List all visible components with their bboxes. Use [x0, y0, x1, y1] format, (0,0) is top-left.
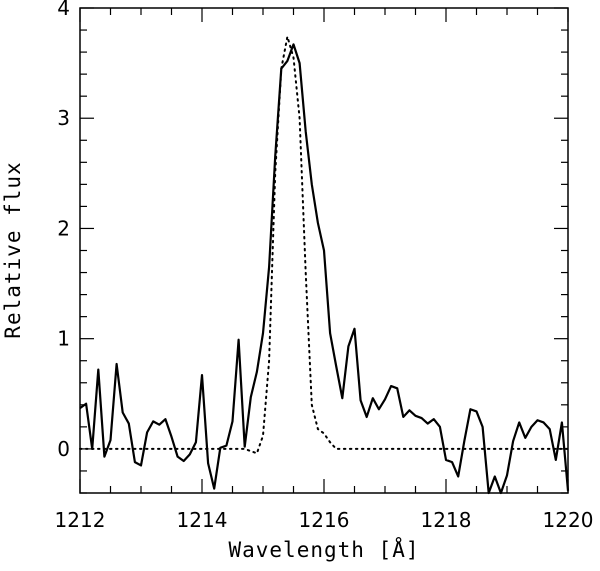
x-tick-label: 1212	[55, 508, 106, 532]
y-tick-label: 2	[57, 216, 70, 240]
series-layer	[79, 35, 570, 495]
x-tick-label: 1218	[421, 508, 472, 532]
observed-spectrum-line	[79, 43, 570, 495]
axis-ticks	[79, 7, 569, 494]
x-tick-label: 1214	[177, 508, 228, 532]
y-tick-label: 4	[57, 0, 70, 20]
y-tick-label: 3	[57, 106, 70, 130]
x-tick-label: 1216	[299, 508, 350, 532]
y-axis-label: Relative flux	[1, 161, 25, 338]
x-tick-label: 1220	[543, 508, 594, 532]
tick-labels: 1212 1214 1216 1218 1220 0 1 2 3 4	[55, 0, 594, 532]
model-profile-line	[79, 35, 569, 455]
y-tick-label: 0	[57, 437, 70, 461]
y-tick-label: 1	[57, 327, 70, 351]
x-axis-label: Wavelength [Å]	[228, 536, 419, 562]
